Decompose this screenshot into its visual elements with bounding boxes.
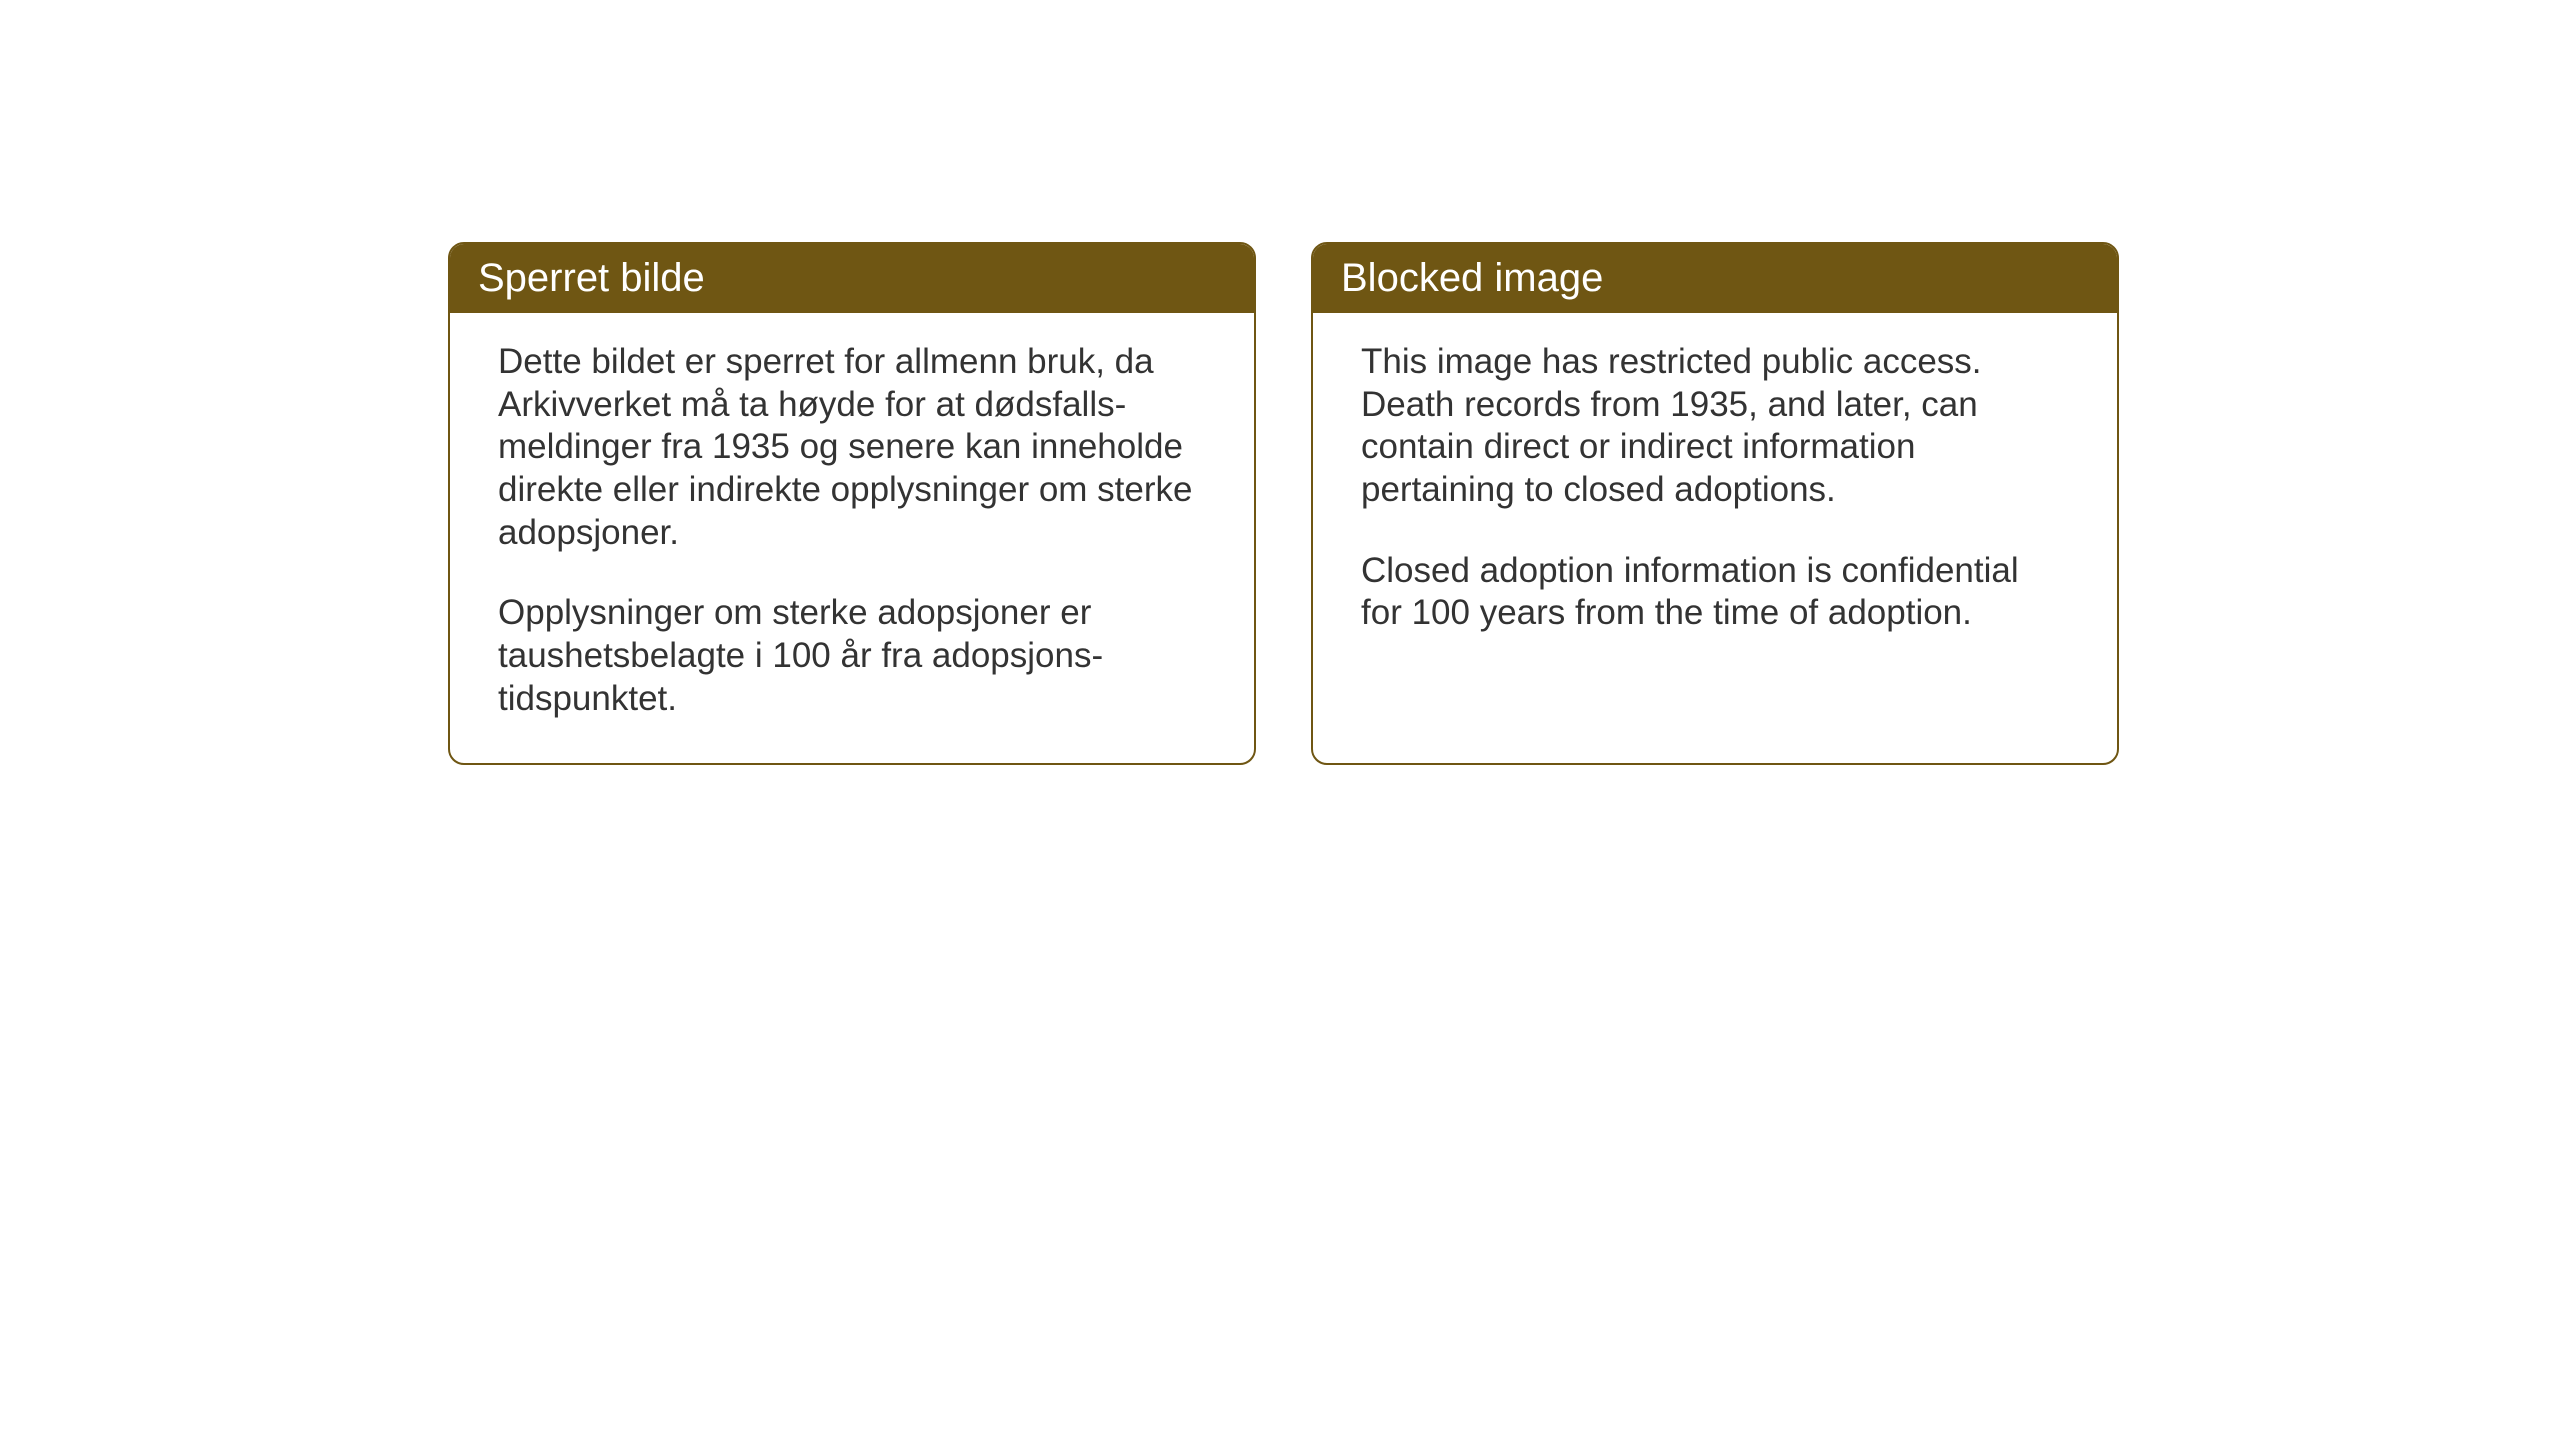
notice-title-norwegian: Sperret bilde [478,256,705,300]
notice-paragraph-norwegian-2: Opplysninger om sterke adopsjoner er tau… [498,592,1206,720]
notice-body-norwegian: Dette bildet er sperret for allmenn bruk… [450,313,1254,763]
notice-card-english: Blocked image This image has restricted … [1311,242,2119,765]
notice-header-norwegian: Sperret bilde [450,244,1254,313]
notice-paragraph-english-2: Closed adoption information is confident… [1361,550,2069,635]
notice-body-english: This image has restricted public access.… [1313,313,2117,677]
notice-title-english: Blocked image [1341,256,1603,300]
notice-container: Sperret bilde Dette bildet er sperret fo… [448,242,2119,765]
notice-card-norwegian: Sperret bilde Dette bildet er sperret fo… [448,242,1256,765]
notice-header-english: Blocked image [1313,244,2117,313]
notice-paragraph-norwegian-1: Dette bildet er sperret for allmenn bruk… [498,341,1206,554]
notice-paragraph-english-1: This image has restricted public access.… [1361,341,2069,512]
